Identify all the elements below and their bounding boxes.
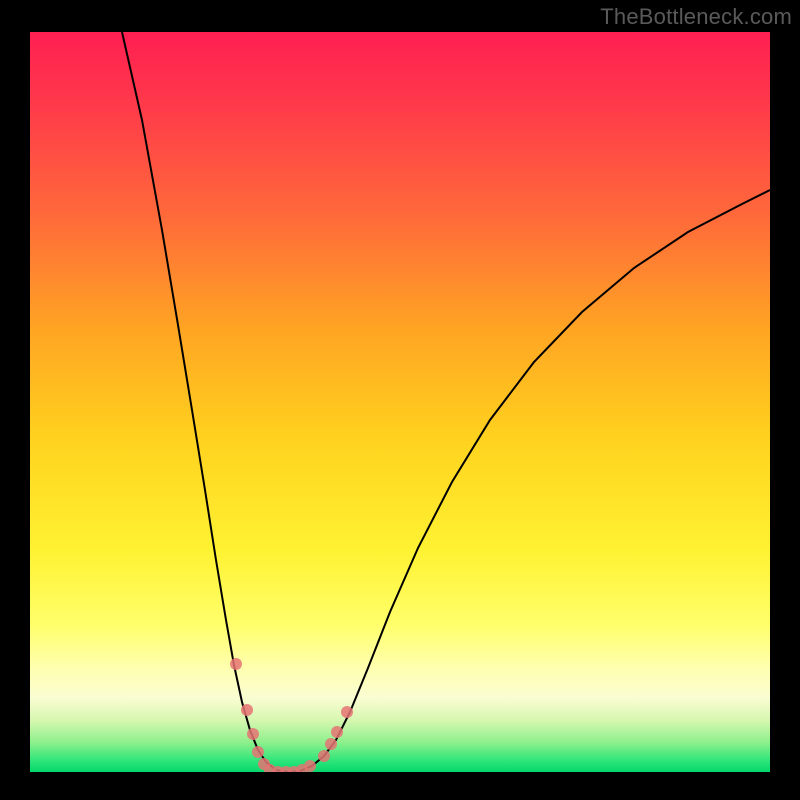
watermark-text: TheBottleneck.com xyxy=(600,4,792,30)
marker-dot xyxy=(341,706,353,718)
chart-svg xyxy=(0,0,800,800)
marker-dot xyxy=(241,704,253,716)
marker-dot xyxy=(252,746,264,758)
marker-dot xyxy=(318,750,330,762)
marker-dot xyxy=(230,658,242,670)
plot-background xyxy=(30,32,770,772)
marker-dot xyxy=(247,728,259,740)
marker-dot xyxy=(331,726,343,738)
chart-container: TheBottleneck.com xyxy=(0,0,800,800)
marker-dot xyxy=(304,760,316,772)
marker-dot xyxy=(325,738,337,750)
